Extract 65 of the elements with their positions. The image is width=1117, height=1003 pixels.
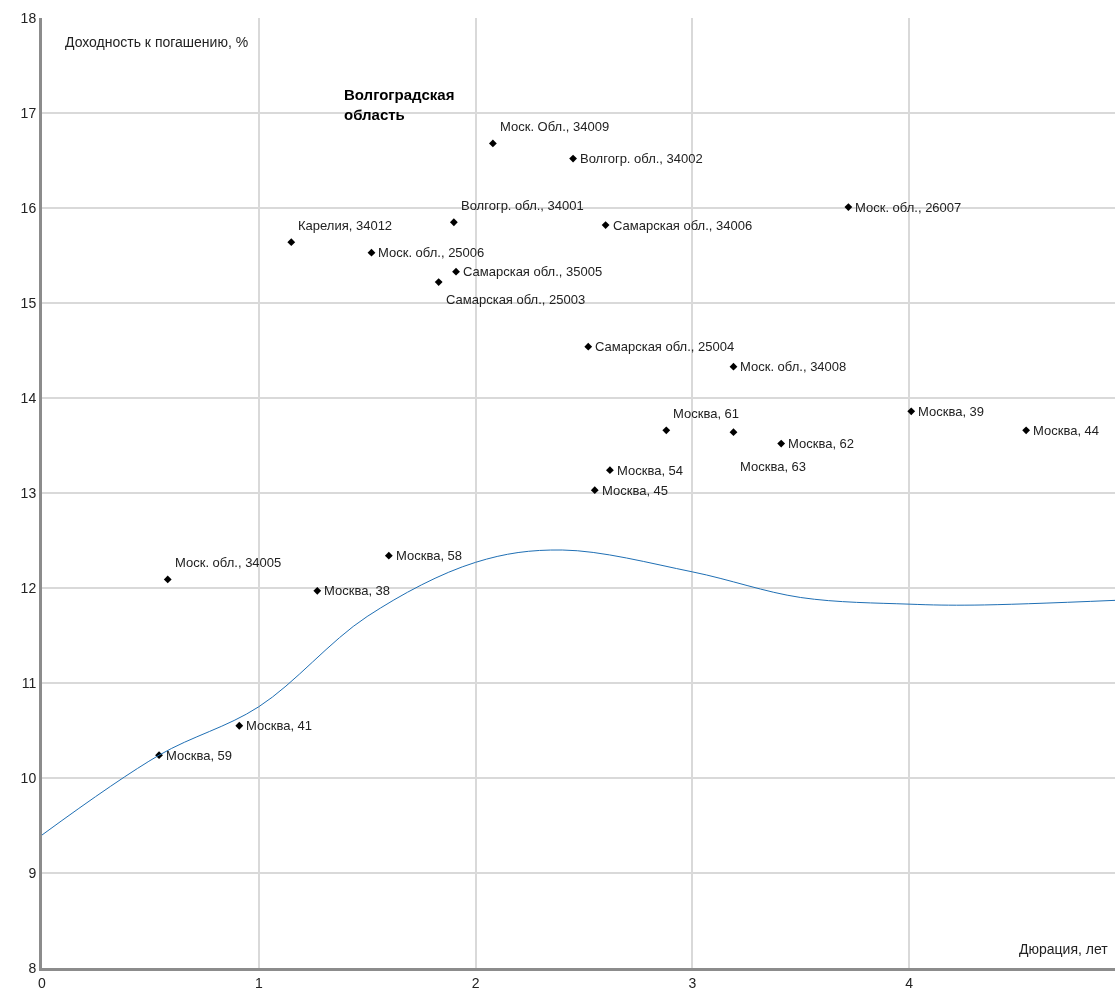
- annotation: Москва, 61: [673, 406, 740, 421]
- x-tick-label: 3: [688, 974, 697, 991]
- annotation: Моск. Обл., 34009: [500, 119, 610, 134]
- y-tick-label: 8: [28, 959, 37, 976]
- point: [163, 575, 172, 584]
- annotation: Самарская обл., 35005: [463, 264, 603, 279]
- y-axis-title: Доходность к погашению, %: [65, 34, 249, 50]
- y-tick-label: 10: [20, 769, 37, 786]
- annotation: Волгогр. обл., 34002: [580, 151, 703, 166]
- annotation: Самарская обл., 25003: [446, 292, 586, 307]
- point: [235, 721, 244, 730]
- y-tick-label: 13: [20, 484, 37, 501]
- annotation: Моск. обл., 34005: [175, 555, 282, 570]
- point: [662, 426, 671, 435]
- annotation: Москва, 58: [396, 548, 463, 563]
- annotation: Москва, 54: [617, 463, 684, 478]
- point: [844, 203, 853, 211]
- annotation: Москва, 38: [324, 583, 391, 598]
- y-tick-label: 14: [20, 389, 37, 406]
- annotation: Москва, 45: [602, 483, 669, 498]
- annotation: Москва, 63: [740, 459, 807, 474]
- y-tick-label: 12: [20, 579, 37, 596]
- point: [729, 428, 738, 437]
- y-tick-label: 9: [28, 864, 37, 881]
- point: [907, 407, 916, 416]
- annotation: Москва, 44: [1033, 423, 1100, 438]
- annotation: Самарская обл., 25004: [595, 339, 735, 354]
- annotation: Волгоградская область: [344, 86, 455, 123]
- annotation: Карелия, 34012: [298, 218, 393, 233]
- point: [367, 248, 376, 257]
- line-series: [42, 549, 1115, 836]
- point: [601, 221, 610, 229]
- point: [452, 267, 460, 276]
- annotation: Самарская обл., 34006: [613, 218, 753, 233]
- annotation: Москва, 59: [166, 748, 233, 763]
- point: [434, 278, 443, 286]
- point: [449, 218, 458, 227]
- y-tick-label: 17: [20, 104, 37, 121]
- point: [777, 439, 786, 448]
- annotation: Москва, 62: [788, 436, 855, 451]
- x-tick-label: 0: [38, 974, 47, 991]
- point: [488, 139, 497, 148]
- x-tick-label: 4: [905, 974, 914, 991]
- point: [590, 486, 599, 495]
- annotation: Москва, 41: [246, 718, 313, 733]
- annotation: Москва, 39: [918, 404, 985, 419]
- y-tick-label: 15: [20, 294, 37, 311]
- point: [313, 586, 322, 595]
- point: [287, 238, 296, 247]
- annotation: Моск. обл., 25006: [378, 245, 485, 260]
- x-tick-label: 1: [254, 974, 263, 991]
- point: [606, 466, 614, 475]
- point: [1022, 426, 1031, 435]
- y-tick-label: 16: [20, 199, 37, 216]
- point: [584, 342, 593, 351]
- annotation: Моск. обл., 26007: [855, 200, 962, 215]
- annotation: Волгогр. обл., 34001: [461, 198, 584, 213]
- annotation: Моск. обл., 34008: [740, 359, 847, 374]
- point: [729, 362, 738, 371]
- point: [569, 154, 577, 163]
- x-tick-label: 2: [471, 974, 480, 991]
- y-tick-label: 11: [21, 674, 37, 691]
- y-tick-label: 18: [20, 9, 37, 26]
- x-axis-title: Дюрация, лет: [1019, 941, 1109, 957]
- point: [384, 551, 393, 560]
